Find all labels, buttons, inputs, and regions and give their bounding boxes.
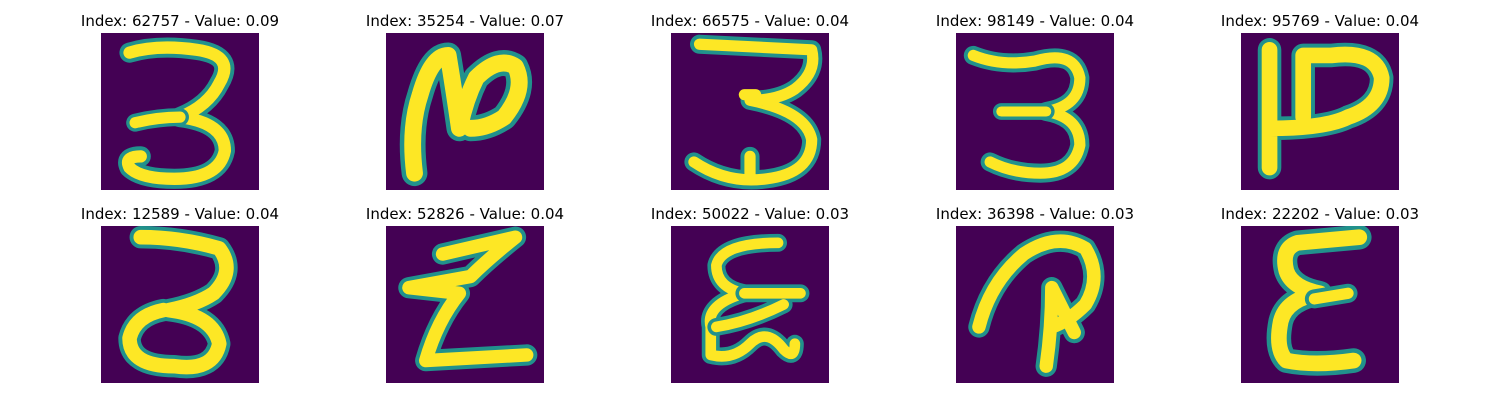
panel-7: Index: 52826 - Value: 0.04 (323, 204, 607, 394)
three-icon (118, 37, 235, 189)
digit-image (101, 226, 259, 383)
panel-title: Index: 52826 - Value: 0.04 (365, 205, 565, 223)
panel-1: Index: 62757 - Value: 0.09 (38, 11, 322, 201)
digit-image (956, 226, 1114, 383)
panel-title: Index: 22202 - Value: 0.03 (1220, 205, 1420, 223)
digit-image (386, 33, 544, 190)
digit-image (671, 33, 829, 190)
panel-4: Index: 98149 - Value: 0.04 (893, 11, 1177, 201)
panel-title: Index: 98149 - Value: 0.04 (935, 12, 1135, 30)
digit-image (1241, 33, 1399, 190)
panel-6: Index: 12589 - Value: 0.04 (38, 204, 322, 394)
handwritten-stroke-icon (1257, 38, 1394, 180)
three-icon (684, 34, 823, 190)
panel-title: Index: 35254 - Value: 0.07 (365, 12, 565, 30)
three-icon (963, 45, 1090, 183)
panel-title: Index: 62757 - Value: 0.09 (80, 12, 280, 30)
three-icon (118, 226, 238, 379)
digit-image (101, 33, 259, 190)
panel-9: Index: 36398 - Value: 0.03 (893, 204, 1177, 394)
panel-3: Index: 66575 - Value: 0.04 (608, 11, 892, 201)
digit-image (671, 226, 829, 383)
panel-2: Index: 35254 - Value: 0.07 (323, 11, 607, 201)
panel-title: Index: 95769 - Value: 0.04 (1220, 12, 1420, 30)
panel-title: Index: 36398 - Value: 0.03 (935, 205, 1135, 223)
handwritten-stroke-icon (399, 42, 533, 187)
handwritten-stroke-icon (1266, 226, 1372, 376)
panel-title: Index: 50022 - Value: 0.03 (650, 205, 850, 223)
digit-image (1241, 226, 1399, 383)
handwritten-stroke-icon (968, 230, 1105, 377)
panel-8: Index: 50022 - Value: 0.03 (608, 204, 892, 394)
digit-image (956, 33, 1114, 190)
panel-10: Index: 22202 - Value: 0.03 (1178, 204, 1462, 394)
panel-5: Index: 95769 - Value: 0.04 (1178, 11, 1462, 201)
handwritten-stroke-icon (701, 233, 810, 366)
handwritten-stroke-icon (398, 226, 538, 372)
panel-title: Index: 12589 - Value: 0.04 (80, 205, 280, 223)
panel-title: Index: 66575 - Value: 0.04 (650, 12, 850, 30)
digit-image (386, 226, 544, 383)
